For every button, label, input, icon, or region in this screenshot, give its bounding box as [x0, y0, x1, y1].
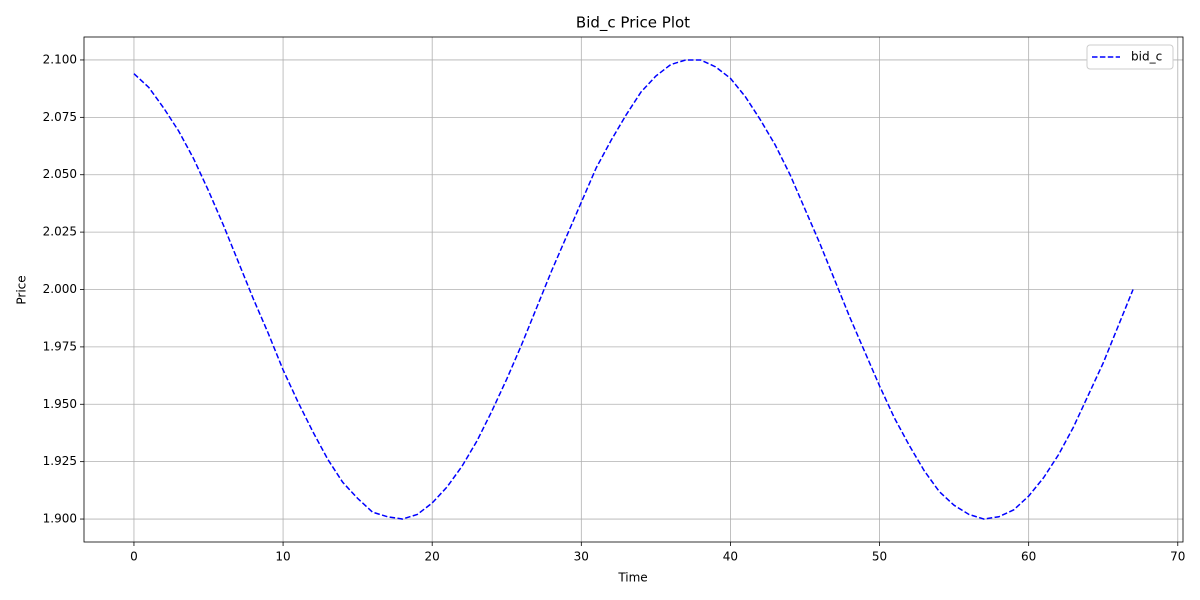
- x-tick-label: 40: [723, 550, 738, 564]
- plot-frame: [83, 36, 1184, 543]
- y-tick-label: 2.100: [43, 52, 77, 66]
- legend-label: bid_c: [1131, 50, 1162, 64]
- data-line: [133, 59, 1134, 520]
- y-tick-label: 1.900: [43, 512, 77, 526]
- chart-title: Bid_c Price Plot: [576, 14, 690, 33]
- x-tick-label: 20: [425, 550, 440, 564]
- x-tick-label: 10: [275, 550, 290, 564]
- x-axis-label: Time: [617, 571, 647, 585]
- y-tick-label: 1.975: [43, 339, 77, 353]
- x-tick-label: 30: [574, 550, 589, 564]
- y-axis-label: Price: [15, 275, 29, 304]
- legend-box: [1086, 44, 1174, 70]
- x-tick-label: 60: [1021, 550, 1036, 564]
- y-tick-label: 1.950: [43, 397, 77, 411]
- x-tick-label: 50: [872, 550, 887, 564]
- y-tick-label: 2.025: [43, 225, 77, 239]
- y-tick-label: 2.050: [43, 167, 77, 181]
- y-tick-label: 2.000: [43, 282, 77, 296]
- y-tick-label: 1.925: [43, 454, 77, 468]
- y-tick-label: 2.075: [43, 110, 77, 124]
- x-tick-label: 70: [1170, 550, 1185, 564]
- x-tick-label: 0: [130, 550, 138, 564]
